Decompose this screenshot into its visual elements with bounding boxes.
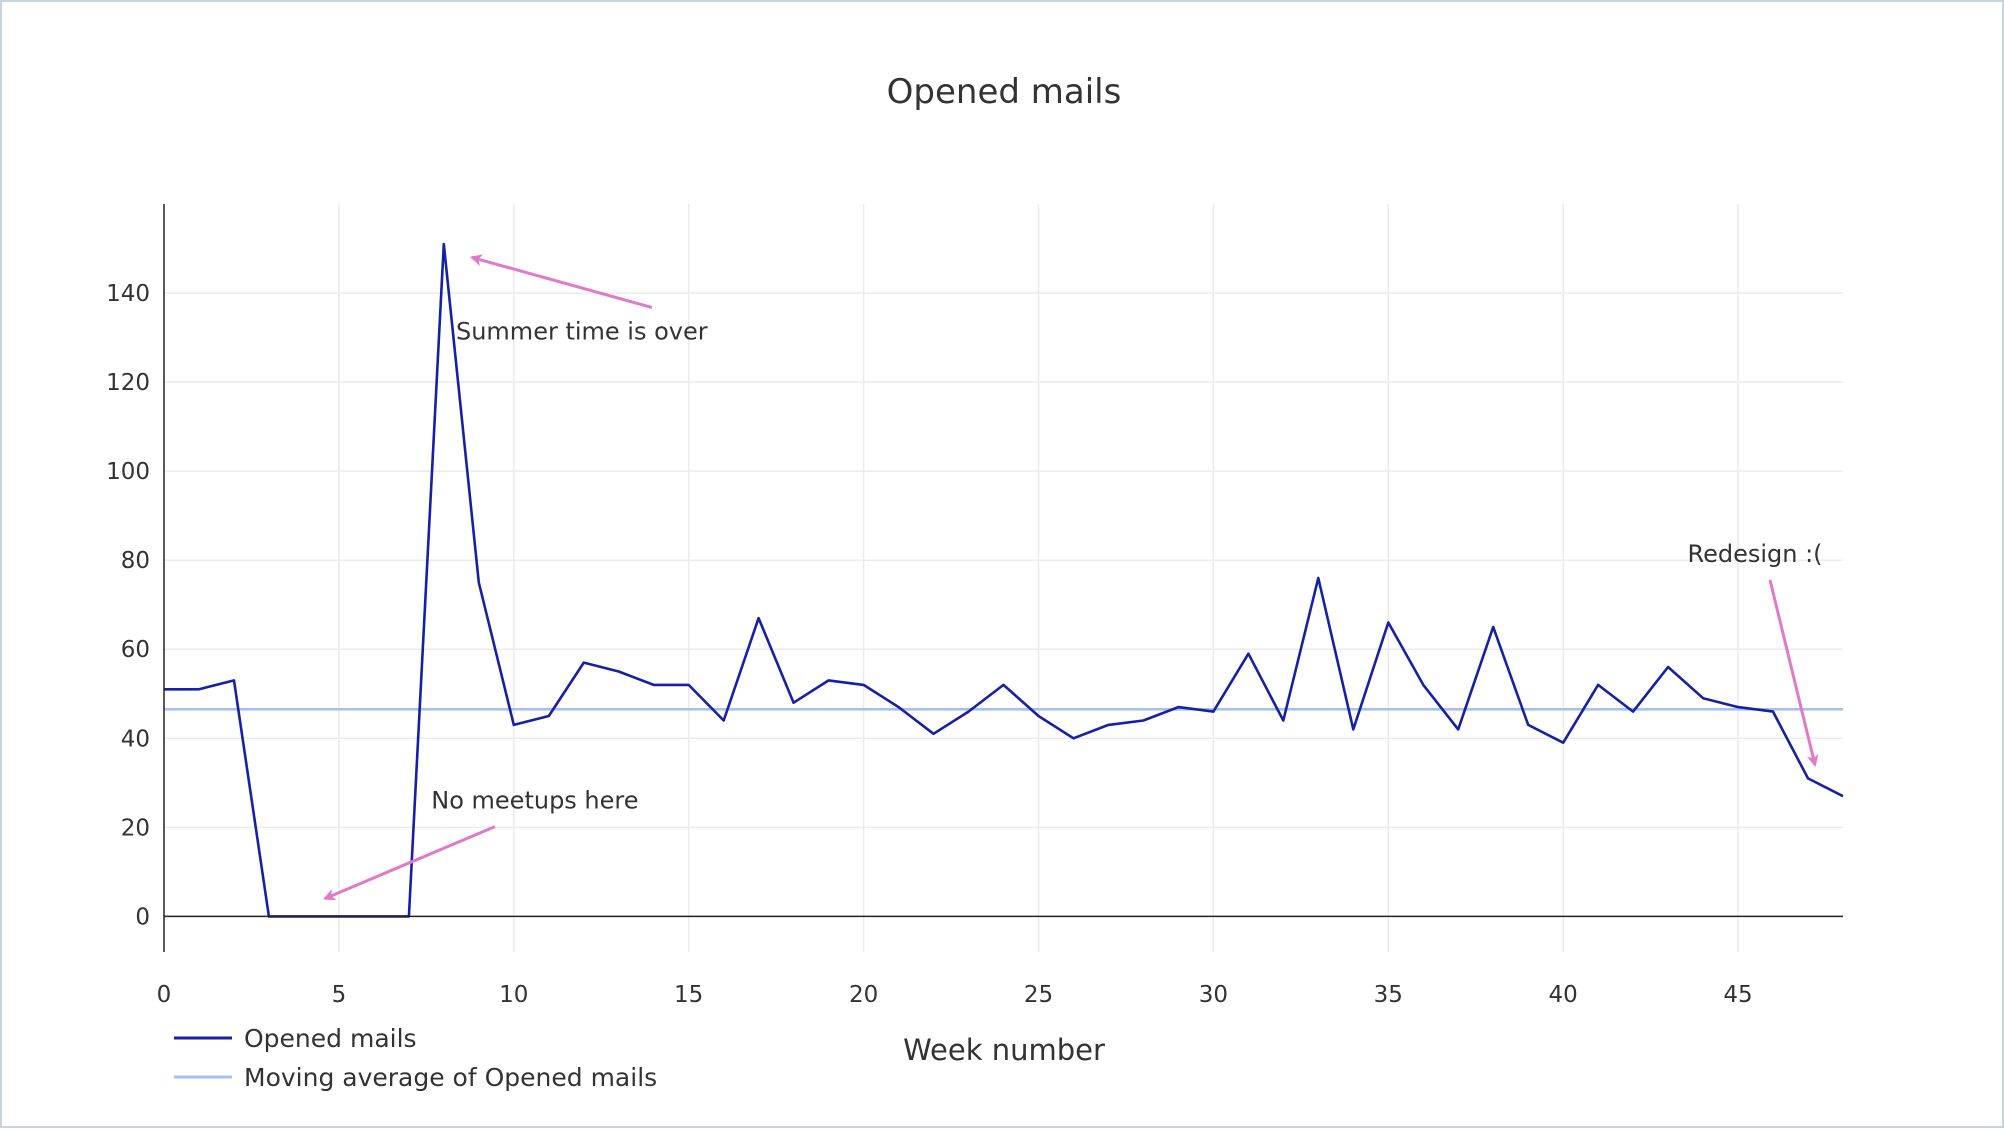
annotation-arrow <box>323 825 496 901</box>
axes: 0 5 10 15 20 25 30 35 40 45 0 20 40 60 80 100 120 140 <box>106 204 1843 1008</box>
y-tick-label: 0 <box>135 904 150 930</box>
y-tick-label: 20 <box>121 815 150 841</box>
chart-title: Opened mails <box>887 72 1122 112</box>
x-tick-label: 25 <box>1024 982 1053 1008</box>
series-lines <box>164 242 1844 918</box>
y-tick-label: 60 <box>121 637 150 663</box>
x-tick-label: 20 <box>849 982 878 1008</box>
x-axis-title: Week number <box>903 1033 1105 1067</box>
annotation-label: Redesign :( <box>1687 540 1822 568</box>
y-tick-label: 40 <box>121 726 150 752</box>
y-tick-label: 120 <box>106 370 150 396</box>
x-tick-label: 15 <box>674 982 703 1008</box>
annotation-arrow <box>469 254 653 309</box>
x-tick-label: 40 <box>1549 982 1578 1008</box>
annotation-label: No meetups here <box>431 787 638 815</box>
series-line-opened-mails <box>164 242 1844 918</box>
x-tick-label: 0 <box>157 982 172 1008</box>
y-tick-label: 80 <box>121 548 150 574</box>
gridlines <box>164 204 1843 952</box>
y-tick-label: 100 <box>106 459 150 485</box>
x-tick-label: 5 <box>332 982 347 1008</box>
legend-label-opened-mails: Opened mails <box>244 1024 417 1053</box>
legend-label-moving-average-of-opened-mails: Moving average of Opened mails <box>244 1063 657 1092</box>
legend: Opened mails Moving average of Opened mai… <box>174 1024 657 1092</box>
x-tick-label: 45 <box>1723 982 1752 1008</box>
x-tick-label: 10 <box>499 982 528 1008</box>
x-tick-label: 30 <box>1199 982 1228 1008</box>
annotations: Summer time is over No meetups here Redesi… <box>323 254 1823 901</box>
annotation-label: Summer time is over <box>456 317 708 345</box>
annotation-arrow <box>1768 579 1819 767</box>
x-tick-label: 35 <box>1374 982 1403 1008</box>
y-tick-label: 140 <box>106 281 150 307</box>
